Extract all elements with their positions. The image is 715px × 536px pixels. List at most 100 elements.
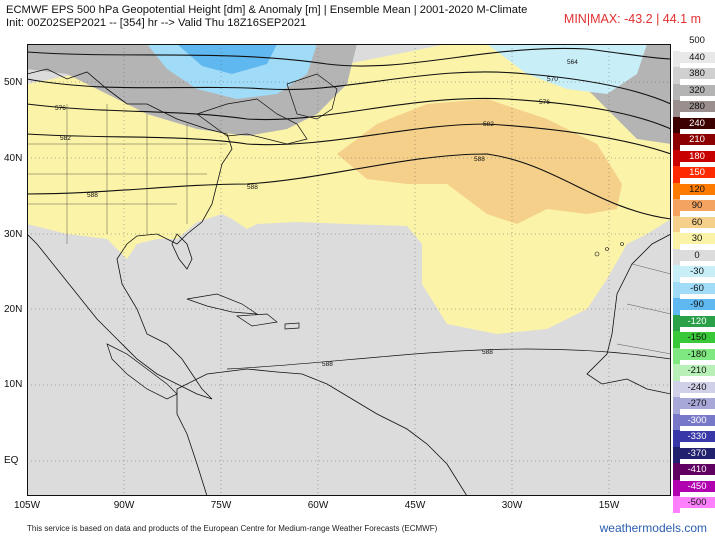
colorbar-swatch <box>673 463 680 480</box>
colorbar-label: 90 <box>679 200 715 211</box>
colorbar-step: 320 <box>673 83 715 100</box>
colorbar-label: -120 <box>679 315 715 327</box>
colorbar-label: -450 <box>679 480 715 492</box>
colorbar-step: -240 <box>673 380 715 397</box>
colorbar-label: -330 <box>679 431 715 442</box>
map-frame <box>27 44 671 496</box>
colorbar-step: -300 <box>673 413 715 430</box>
land-north-america <box>27 68 233 400</box>
lat-label: 20N <box>4 304 23 315</box>
height-contours <box>27 47 671 220</box>
colorbar-label: -270 <box>679 398 715 409</box>
lat-lon-grid <box>27 44 671 496</box>
colorbar-label: -150 <box>679 332 715 343</box>
colorbar-step: -90 <box>673 298 715 315</box>
colorbar-label: -30 <box>679 266 715 277</box>
colorbar-label: -60 <box>679 282 715 294</box>
colorbar-swatch <box>673 413 680 430</box>
colorbar-label: 210 <box>679 134 715 145</box>
contour-588-north <box>27 153 671 220</box>
colorbar-step: 120 <box>673 182 715 199</box>
colorbar-swatch <box>673 265 680 282</box>
colorbar-swatch <box>673 479 680 496</box>
contour-570 <box>27 71 671 105</box>
colorbar-swatch <box>673 182 680 199</box>
colorbar-step: 90 <box>673 199 715 216</box>
ecmwf-credit: This service is based on data and produc… <box>27 524 438 533</box>
colorbar-label: 500 <box>679 35 715 46</box>
map-panel: 564 570 576 582 588 576 582 588 588 588 … <box>27 44 671 496</box>
colorbar-step: 150 <box>673 166 715 183</box>
colorbar-swatch <box>673 232 680 249</box>
land-central-america <box>106 343 178 400</box>
colorbar-step: 60 <box>673 215 715 232</box>
colorbar-step: -270 <box>673 397 715 414</box>
land-maritimes <box>196 98 308 145</box>
land-florida <box>171 233 193 270</box>
contour-label: 588 <box>247 184 258 191</box>
contour-label: 588 <box>482 349 493 356</box>
colorbar-label: 30 <box>679 233 715 244</box>
map-svg: 564 570 576 582 588 576 582 588 588 588 … <box>27 44 671 496</box>
colorbar-label: 280 <box>679 101 715 112</box>
contour-588-south <box>226 348 671 370</box>
land-south-america <box>176 368 468 496</box>
min-max-readout: MIN|MAX: -43.2 | 44.1 m <box>563 12 701 26</box>
colorbar-label: -210 <box>679 365 715 376</box>
colorbar-step: 280 <box>673 100 715 117</box>
contour-label: 570 <box>547 76 558 83</box>
colorbar-step: 210 <box>673 133 715 150</box>
colorbar-step: -30 <box>673 265 715 282</box>
colorbar-swatch <box>673 496 680 513</box>
colorbar-label: 380 <box>679 68 715 79</box>
colorbar-swatch <box>673 281 680 298</box>
colorbar-label: 120 <box>679 183 715 195</box>
brand-link[interactable]: weathermodels.com <box>599 521 707 535</box>
colorbar-swatch <box>673 67 680 84</box>
colorbar-swatch <box>673 380 680 397</box>
colorbar-label: -500 <box>679 497 715 508</box>
colorbar-label: 240 <box>679 117 715 129</box>
colorbar-swatch <box>673 364 680 381</box>
colorbar-swatch <box>673 149 680 166</box>
colorbar-swatch <box>673 314 680 331</box>
land-hispaniola <box>235 313 278 327</box>
contour-label: 588 <box>87 192 98 199</box>
colorbar-step: -180 <box>673 347 715 364</box>
colorbar-swatch <box>673 100 680 117</box>
negative-anomaly-ne-blue <box>487 44 647 94</box>
colorbar-label: -240 <box>679 381 715 393</box>
colorbar-swatch <box>673 166 680 183</box>
colorbar-step: 180 <box>673 149 715 166</box>
land-cuba <box>186 293 259 315</box>
lat-label: 50N <box>4 77 23 88</box>
land-puerto-rico <box>284 322 300 330</box>
contour-582 <box>27 123 671 155</box>
colorbar-step: -150 <box>673 331 715 348</box>
colorbar-swatch <box>673 430 680 447</box>
colorbar-step: -500 <box>673 496 715 513</box>
colorbar-label: 0 <box>679 249 715 261</box>
colorbar-swatch <box>673 133 680 150</box>
colorbar-swatch <box>673 248 680 265</box>
colorbar-step: 240 <box>673 116 715 133</box>
colorbar-swatch <box>673 50 680 67</box>
colorbar-label: 440 <box>679 51 715 63</box>
contour-576 <box>27 97 671 130</box>
colorbar-step: -120 <box>673 314 715 331</box>
lat-label: 40N <box>4 153 23 164</box>
lon-label: 75W <box>210 500 232 511</box>
colorbar-label: -180 <box>679 348 715 360</box>
land-newfoundland <box>286 73 338 120</box>
colorbar-label: 320 <box>679 84 715 96</box>
lat-label: 30N <box>4 229 23 240</box>
contour-label: 588 <box>474 156 485 163</box>
contour-564 <box>27 47 671 67</box>
colorbar-step: -450 <box>673 479 715 496</box>
colorbar-label: 180 <box>679 150 715 162</box>
colorbar-step: 440 <box>673 50 715 67</box>
colorbar-step: 380 <box>673 67 715 84</box>
colorbar-swatch <box>673 116 680 133</box>
colorbar-swatch <box>673 199 680 216</box>
colorbar-label: -410 <box>679 464 715 475</box>
